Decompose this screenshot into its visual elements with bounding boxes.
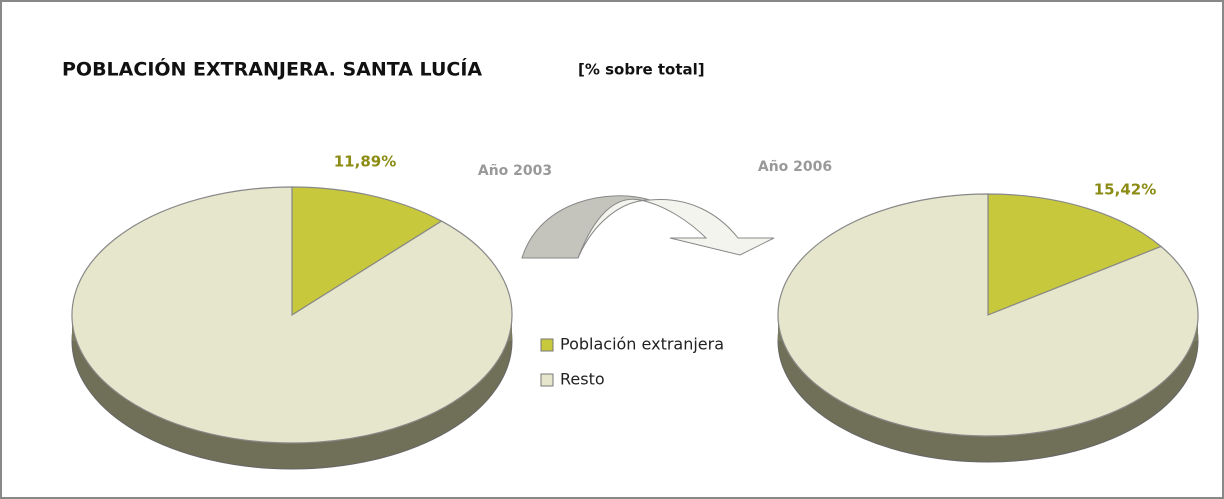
pie-slice — [291, 186, 443, 317]
pie-title: Año 2003 — [478, 163, 552, 179]
data-label: 11,89% — [334, 153, 396, 171]
pie-slice — [987, 193, 1163, 316]
data-label: 15,42% — [1094, 181, 1156, 199]
legend-label: Resto — [560, 370, 605, 389]
pie-slice — [777, 193, 1199, 437]
legend-label: Población extranjera — [560, 335, 724, 354]
legend-swatch — [540, 338, 554, 352]
pie-title: Año 2006 — [758, 159, 832, 175]
arrow-head — [577, 198, 775, 259]
pie-slice — [71, 186, 513, 444]
chart-subtitle: [% sobre total] — [578, 61, 705, 79]
legend-swatch — [540, 373, 554, 387]
chart-title: POBLACIÓN EXTRANJERA. SANTA LUCÍA — [62, 57, 482, 81]
